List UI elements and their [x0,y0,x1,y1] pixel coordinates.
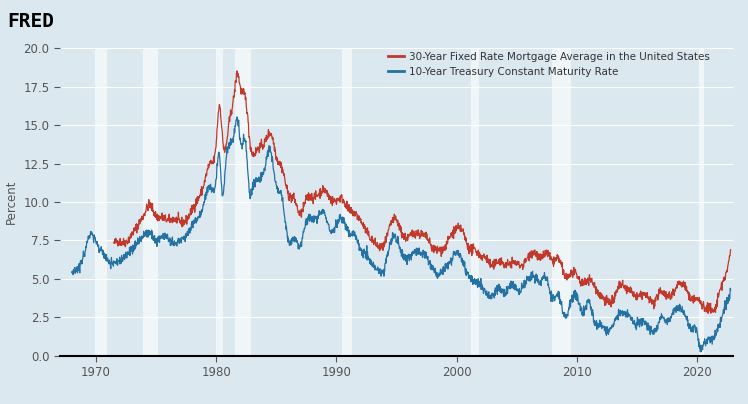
Bar [216,48,224,356]
Bar [551,48,571,356]
Bar [143,48,159,356]
Y-axis label: Percent: Percent [4,180,18,224]
Bar [699,48,704,356]
Bar [471,48,479,356]
Legend: 30-Year Fixed Rate Mortgage Average in the United States, 10-Year Treasury Const: 30-Year Fixed Rate Mortgage Average in t… [384,48,714,81]
Bar [236,48,251,356]
Text: FRED: FRED [7,12,55,31]
Bar [95,48,107,356]
Bar [343,48,352,356]
